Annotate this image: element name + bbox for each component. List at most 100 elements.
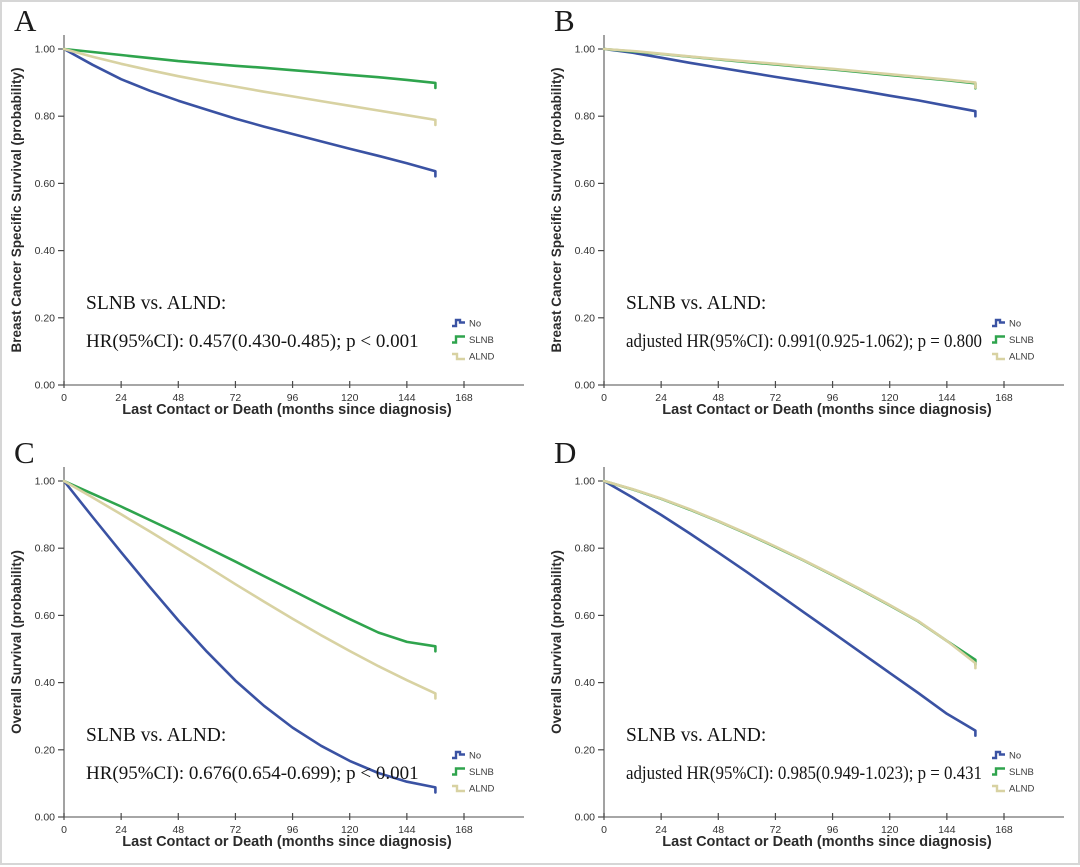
annotation-line1: SLNB vs. ALND:: [626, 725, 766, 746]
legend-label: SLNB: [1009, 335, 1034, 346]
legend-label: No: [469, 751, 481, 762]
x-tick-label: 144: [398, 392, 416, 404]
legend-label: ALND: [469, 352, 494, 363]
legend-step-icon: [992, 750, 1005, 760]
y-tick-label: 0.40: [35, 245, 56, 257]
y-tick-label: 0.60: [575, 178, 596, 190]
y-tick-label: 1.00: [575, 476, 596, 488]
y-tick-label: 0.80: [35, 111, 56, 123]
annotation-line2: adjusted HR(95%CI): 0.985(0.949-1.023); …: [626, 763, 982, 784]
legend-step-icon: [992, 352, 1005, 361]
x-tick-label: 120: [881, 392, 899, 404]
panel-b-letter: B: [554, 3, 575, 38]
y-tick-label: 0.60: [575, 610, 596, 622]
x-tick-label: 168: [995, 392, 1013, 404]
curve-no: [62, 47, 437, 178]
y-axis-title: Overall Survival (probability): [9, 550, 24, 734]
legend-item-no: No: [992, 751, 1021, 762]
curve-slnb: [62, 47, 437, 90]
panel-d-survival-plot: 0.00 0.20 0.40 0.60 0.80 1.00 0 24 48 72 96 120 144 1…: [549, 467, 1064, 850]
y-tick-label: 0.60: [35, 178, 56, 190]
legend-step-icon: [992, 318, 1005, 328]
x-tick-label: 96: [287, 392, 299, 404]
y-tick-label: 0.00: [35, 380, 56, 392]
annotation-line2: HR(95%CI): 0.676(0.654-0.699); p < 0.001: [86, 763, 419, 784]
y-tick-label: 0.80: [35, 543, 56, 555]
y-tick-label: 0.20: [575, 744, 596, 756]
panel-a-letter: A: [14, 3, 37, 38]
y-tick-label: 0.20: [35, 312, 56, 324]
x-tick-label: 168: [995, 824, 1013, 836]
legend-item-slnb: SLNB: [452, 767, 494, 778]
legend-step-icon: [452, 750, 465, 760]
legend-step-icon: [992, 767, 1005, 776]
y-tick-label: 1.00: [575, 44, 596, 56]
legend-item-slnb: SLNB: [452, 335, 494, 346]
y-tick-label: 1.00: [35, 476, 56, 488]
panel-a: A 0.00 0.20 0.40 0.60 0.80 1.00 0 24 48 72 96 120 14…: [2, 2, 542, 434]
x-tick-label: 96: [287, 824, 299, 836]
y-tick-label: 0.00: [575, 812, 596, 824]
legend-item-alnd: ALND: [992, 352, 1034, 363]
legend-label: ALND: [469, 784, 494, 795]
curve-no: [602, 479, 977, 737]
x-tick-label: 24: [655, 824, 667, 836]
x-tick-label: 144: [938, 824, 956, 836]
x-axis-title: Last Contact or Death (months since diag…: [122, 402, 452, 418]
x-tick-label: 120: [881, 824, 899, 836]
x-axis-title: Last Contact or Death (months since diag…: [122, 834, 452, 850]
panel-d: D 0.00 0.20 0.40 0.60 0.80 1.00 0 24 48 72 96 120 14…: [542, 434, 1080, 867]
x-tick-label: 0: [61, 824, 67, 836]
legend-step-icon: [992, 784, 1005, 793]
x-tick-label: 72: [230, 392, 242, 404]
legend-step-icon: [452, 767, 465, 776]
y-tick-label: 0.60: [35, 610, 56, 622]
curve-alnd: [62, 479, 437, 700]
y-tick-label: 0.00: [575, 380, 596, 392]
y-tick-label: 0.80: [575, 111, 596, 123]
y-tick-label: 0.80: [575, 543, 596, 555]
y-axis-title: Overall Survival (probability): [549, 550, 564, 734]
y-tick-label: 0.00: [35, 812, 56, 824]
x-axis-title: Last Contact or Death (months since diag…: [662, 834, 992, 850]
curve-slnb: [602, 47, 977, 90]
legend-label: No: [469, 319, 481, 330]
y-tick-label: 0.40: [35, 677, 56, 689]
x-tick-label: 168: [455, 392, 473, 404]
x-tick-label: 48: [172, 392, 184, 404]
x-tick-label: 24: [115, 392, 127, 404]
curve-alnd: [62, 47, 437, 127]
x-tick-label: 48: [172, 824, 184, 836]
y-tick-label: 0.20: [35, 744, 56, 756]
x-tick-label: 0: [601, 824, 607, 836]
x-tick-label: 96: [827, 392, 839, 404]
curve-alnd: [602, 47, 977, 89]
legend-label: SLNB: [469, 335, 494, 346]
panel-c: C 0.00 0.20 0.40 0.60 0.80 1.00 0 24 48 72 96 120 14…: [2, 434, 542, 867]
legend-item-no: No: [992, 319, 1021, 330]
panel-b: B 0.00 0.20 0.40 0.60 0.80 1.00 0 24 48 72 96 120 14…: [542, 2, 1080, 434]
x-tick-label: 144: [398, 824, 416, 836]
legend-step-icon: [992, 335, 1005, 344]
legend-label: ALND: [1009, 784, 1034, 795]
curve-no: [62, 479, 437, 794]
panel-c-survival-plot: 0.00 0.20 0.40 0.60 0.80 1.00 0 24 48 72 96 120 144 1…: [9, 467, 524, 850]
legend-item-alnd: ALND: [452, 784, 494, 795]
y-tick-label: 1.00: [35, 44, 56, 56]
annotation-line1: SLNB vs. ALND:: [626, 293, 766, 314]
legend-item-alnd: ALND: [452, 352, 494, 363]
x-tick-label: 48: [712, 392, 724, 404]
legend-item-no: No: [452, 751, 481, 762]
y-tick-label: 0.20: [575, 312, 596, 324]
panel-d-letter: D: [554, 435, 577, 470]
x-tick-label: 72: [770, 392, 782, 404]
x-tick-label: 24: [115, 824, 127, 836]
legend-step-icon: [452, 318, 465, 328]
x-tick-label: 96: [827, 824, 839, 836]
legend-label: ALND: [1009, 352, 1034, 363]
legend-item-slnb: SLNB: [992, 767, 1034, 778]
x-tick-label: 120: [341, 824, 359, 836]
panel-b-survival-plot: 0.00 0.20 0.40 0.60 0.80 1.00 0 24 48 72 96 120 144 1…: [549, 35, 1064, 418]
y-tick-label: 0.40: [575, 245, 596, 257]
